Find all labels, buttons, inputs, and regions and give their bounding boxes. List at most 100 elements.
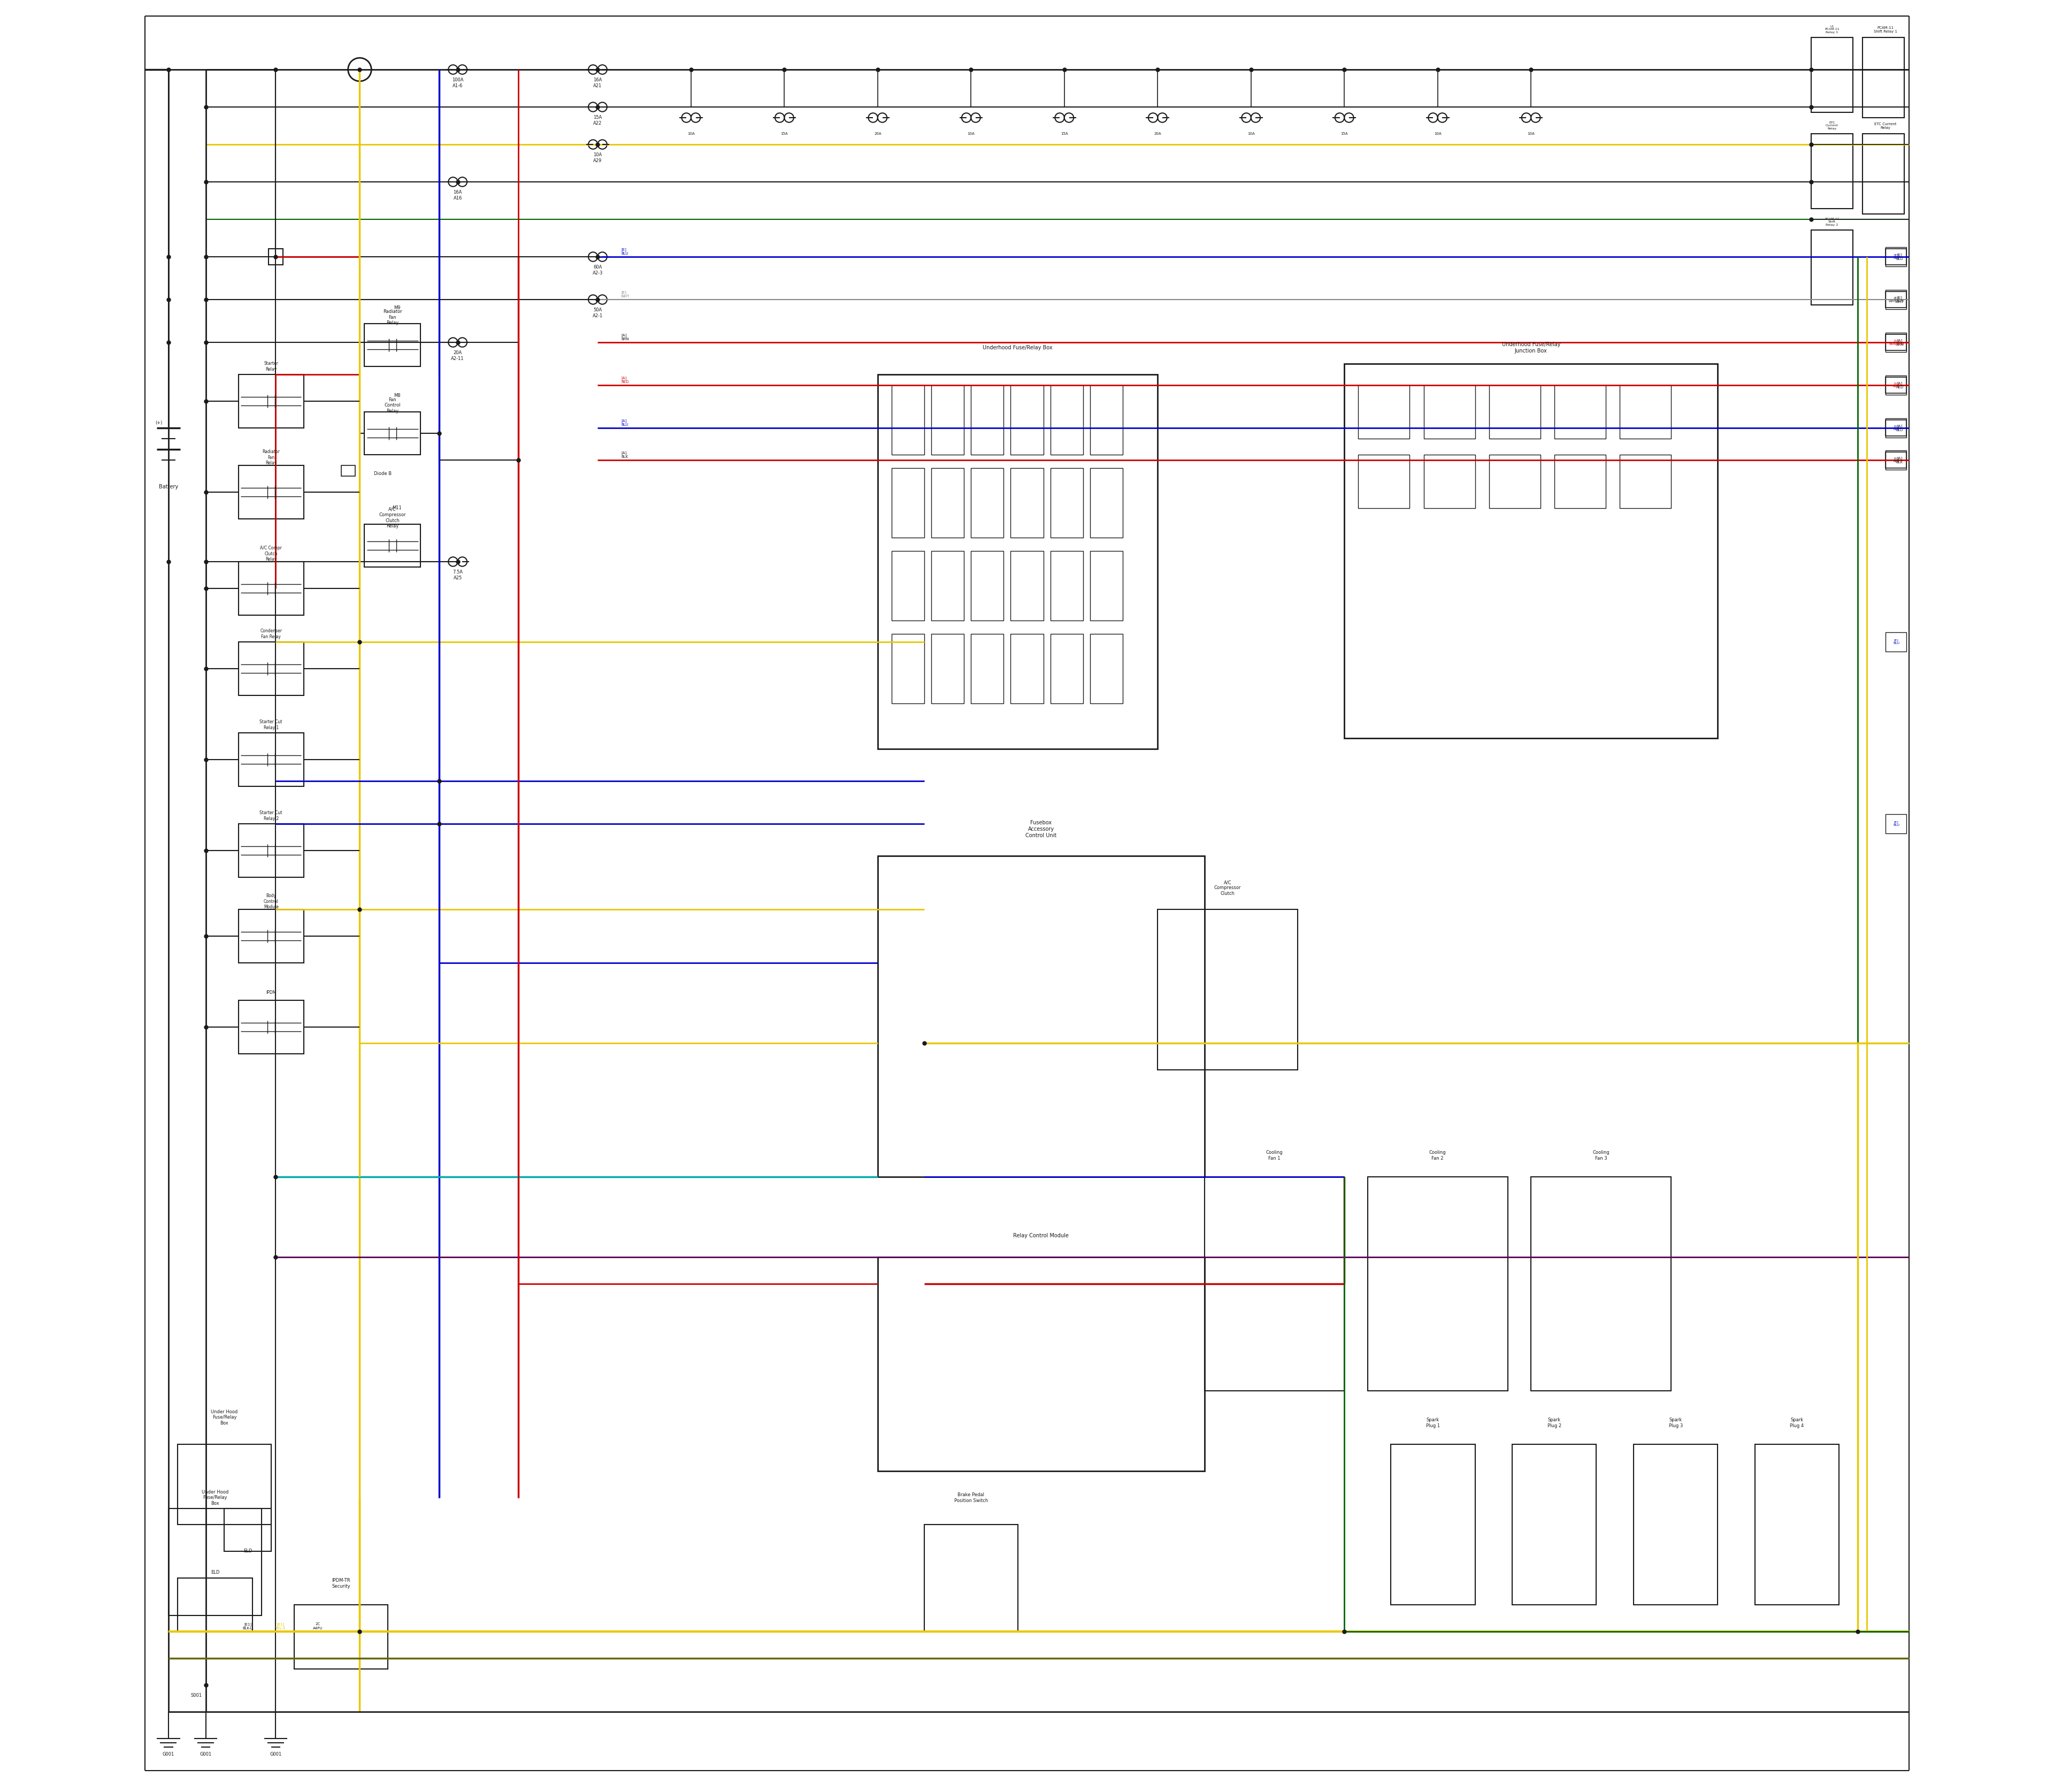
Bar: [891, 468, 924, 538]
Text: 10A: 10A: [688, 133, 694, 136]
Text: [A]
BLU: [A] BLU: [620, 419, 629, 426]
Text: [E]
BLU: [E] BLU: [1896, 253, 1904, 260]
Bar: [238, 561, 304, 615]
Bar: [930, 550, 963, 620]
Text: 20A: 20A: [875, 133, 881, 136]
Bar: [1633, 1444, 1717, 1606]
Text: [A]
BLK: [A] BLK: [1894, 457, 1900, 462]
Bar: [972, 468, 1004, 538]
Bar: [1050, 634, 1082, 704]
Bar: [238, 466, 304, 520]
Bar: [1091, 385, 1124, 455]
Bar: [1530, 1177, 1672, 1391]
Bar: [1754, 1444, 1838, 1606]
Text: Condenser
Fan Relay: Condenser Fan Relay: [261, 629, 281, 640]
Text: [A]
BLK: [A] BLK: [620, 452, 629, 459]
Bar: [1886, 814, 1906, 833]
Bar: [179, 1579, 253, 1631]
Bar: [877, 1256, 1204, 1471]
Text: ETC
Current
Relay: ETC Current Relay: [1826, 122, 1838, 131]
Text: (+): (+): [156, 419, 162, 425]
Bar: [1886, 290, 1906, 310]
Bar: [341, 466, 355, 477]
Bar: [972, 385, 1004, 455]
Text: Spark
Plug 4: Spark Plug 4: [1789, 1417, 1803, 1428]
Bar: [1358, 455, 1409, 509]
Text: [E]
BLU: [E] BLU: [1894, 254, 1900, 260]
Bar: [1621, 385, 1672, 439]
Text: Starter
Relay: Starter Relay: [263, 362, 277, 371]
Bar: [1886, 418, 1906, 437]
Text: 10A: 10A: [1528, 133, 1534, 136]
Bar: [1011, 385, 1043, 455]
Bar: [364, 324, 421, 366]
Bar: [1886, 292, 1906, 308]
Text: Underhood Fuse/Relay
Junction Box: Underhood Fuse/Relay Junction Box: [1501, 342, 1561, 353]
Text: IPDM-TR
Security: IPDM-TR Security: [333, 1579, 351, 1588]
Bar: [269, 249, 283, 265]
Bar: [1011, 634, 1043, 704]
Text: 16A
A21: 16A A21: [594, 77, 602, 88]
Text: [E]
BLU: [E] BLU: [620, 247, 629, 254]
Text: [A]
BLK: [A] BLK: [1896, 457, 1904, 464]
Bar: [179, 1444, 271, 1525]
Text: G001: G001: [199, 1753, 212, 1756]
Text: IPDM: IPDM: [265, 989, 275, 995]
Bar: [1489, 385, 1540, 439]
Bar: [1343, 364, 1717, 738]
Text: PCAM-11
Shift Relay 1: PCAM-11 Shift Relay 1: [1873, 25, 1898, 32]
Text: ELD: ELD: [212, 1570, 220, 1575]
Bar: [877, 375, 1158, 749]
Text: 100A
A1-6: 100A A1-6: [452, 77, 464, 88]
Text: 20A
A2-11: 20A A2-11: [452, 351, 464, 360]
Bar: [1812, 229, 1853, 305]
Bar: [1368, 1177, 1508, 1391]
Bar: [1358, 385, 1409, 439]
Text: Under Hood
Fuse/Relay
Box: Under Hood Fuse/Relay Box: [212, 1410, 238, 1425]
Bar: [1886, 633, 1906, 652]
Text: G001: G001: [269, 1753, 281, 1756]
Text: [A]
RED: [A] RED: [1896, 382, 1904, 389]
Bar: [1886, 335, 1906, 351]
Bar: [1011, 550, 1043, 620]
Text: Underhood Fuse/Relay Box: Underhood Fuse/Relay Box: [982, 346, 1052, 351]
Bar: [1050, 550, 1082, 620]
Bar: [1158, 909, 1298, 1070]
Text: Spark
Plug 1: Spark Plug 1: [1425, 1417, 1440, 1428]
Text: 50A
A2-1: 50A A2-1: [592, 308, 602, 319]
Bar: [1204, 1177, 1343, 1391]
Text: M8: M8: [394, 394, 401, 398]
Text: M11: M11: [392, 505, 403, 511]
Bar: [877, 857, 1204, 1177]
Bar: [238, 733, 304, 787]
Bar: [972, 550, 1004, 620]
Text: 15A
A22: 15A A22: [594, 115, 602, 125]
Bar: [930, 385, 963, 455]
Text: Body
Control
Module: Body Control Module: [263, 894, 279, 909]
Text: 7.5A
A25: 7.5A A25: [452, 570, 462, 581]
Bar: [1863, 134, 1904, 213]
Text: 15A: 15A: [1341, 133, 1347, 136]
Bar: [364, 525, 421, 566]
Bar: [1391, 1444, 1475, 1606]
Bar: [891, 550, 924, 620]
Text: Cooling
Fan 1: Cooling Fan 1: [1265, 1150, 1284, 1161]
Bar: [972, 634, 1004, 704]
Text: Spark
Plug 3: Spark Plug 3: [1668, 1417, 1682, 1428]
Text: M9: M9: [394, 305, 401, 310]
Text: Fusebox
Accessory
Control Unit: Fusebox Accessory Control Unit: [1025, 821, 1056, 839]
Bar: [1886, 333, 1906, 351]
Text: Battery: Battery: [158, 484, 179, 489]
Text: PCAM-11
Shift
Relay 2: PCAM-11 Shift Relay 2: [1824, 217, 1838, 226]
Bar: [364, 412, 421, 455]
Text: [A]
BRN/RED: [A] BRN/RED: [1890, 339, 1904, 346]
Text: [E]
WHT: [E] WHT: [1896, 296, 1904, 303]
Text: [E]
BLU: [E] BLU: [1894, 821, 1900, 826]
Bar: [168, 1509, 261, 1615]
Bar: [1886, 247, 1906, 267]
Text: S001: S001: [191, 1693, 201, 1699]
Bar: [238, 642, 304, 695]
Text: [E]
WHT: [E] WHT: [620, 290, 631, 297]
Text: G001: G001: [162, 1753, 175, 1756]
Bar: [1555, 385, 1606, 439]
